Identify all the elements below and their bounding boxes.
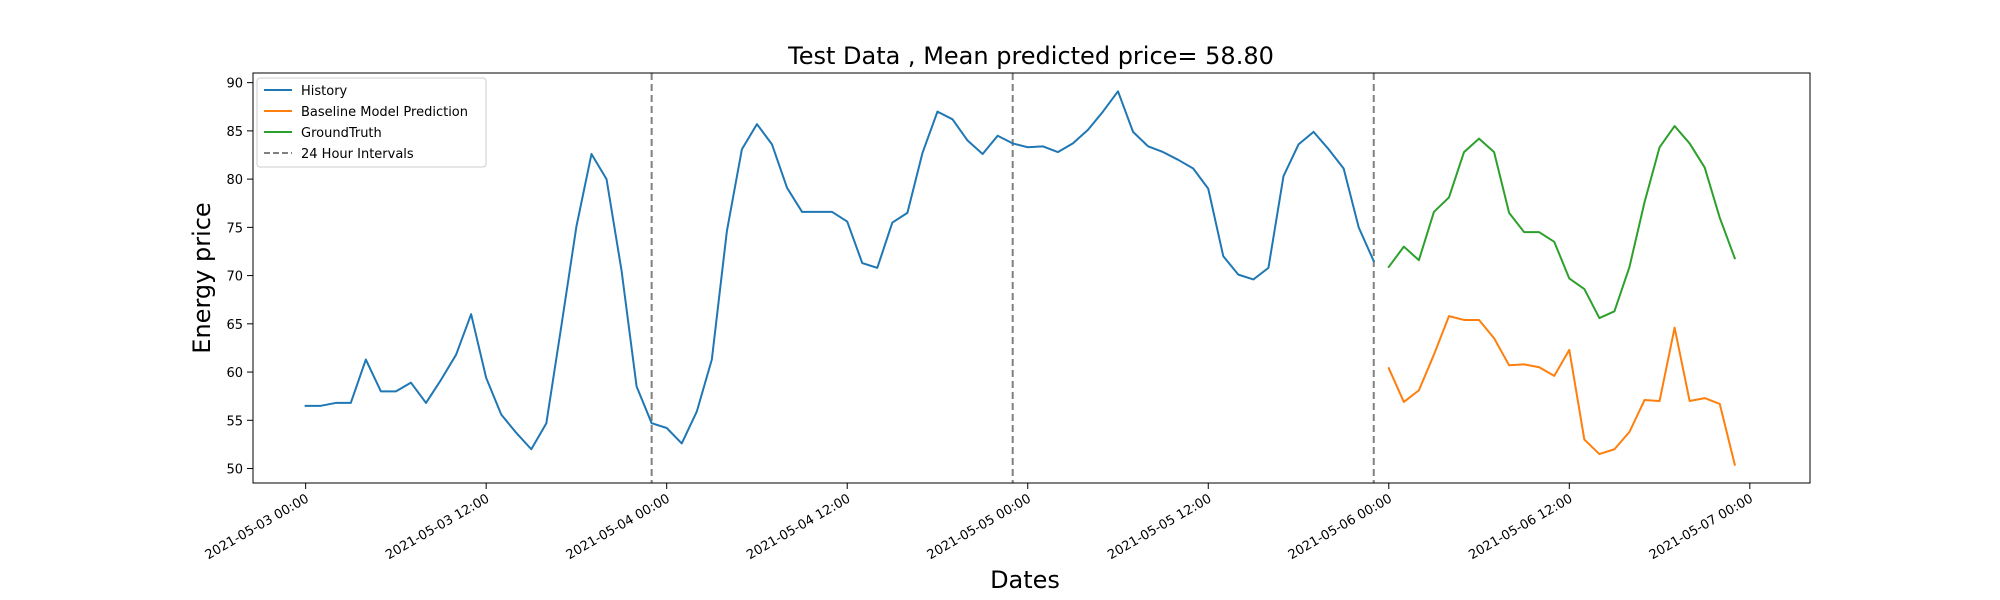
y-tick-label: 50 xyxy=(226,463,243,478)
legend-label-baseline: Baseline Model Prediction xyxy=(301,105,468,120)
chart-title: Test Data , Mean predicted price= 58.80 xyxy=(787,42,1274,70)
y-tick-label: 75 xyxy=(226,221,243,236)
legend-box xyxy=(256,77,487,168)
y-axis-title: Energy price xyxy=(188,202,216,353)
y-tick-label: 85 xyxy=(226,125,243,140)
y-tick-label: 90 xyxy=(226,77,243,92)
legend: History Baseline Model Prediction Ground… xyxy=(256,77,487,168)
y-tick-label: 55 xyxy=(226,414,243,429)
legend-label-intervals: 24 Hour Intervals xyxy=(301,147,414,162)
legend-label-groundtruth: GroundTruth xyxy=(301,126,382,141)
legend-label-history: History xyxy=(301,84,348,99)
series-line-groundtruth xyxy=(1387,125,1737,320)
y-tick-label: 70 xyxy=(226,270,243,285)
axes-frame xyxy=(252,72,1811,484)
y-tick-label: 80 xyxy=(226,173,243,188)
y-tick-label: 65 xyxy=(226,318,243,333)
x-axis-title: Dates xyxy=(990,566,1060,594)
series-line-baseline-model-prediction xyxy=(1387,315,1736,466)
y-tick-label: 60 xyxy=(226,366,243,381)
series-line-history xyxy=(304,90,1376,451)
